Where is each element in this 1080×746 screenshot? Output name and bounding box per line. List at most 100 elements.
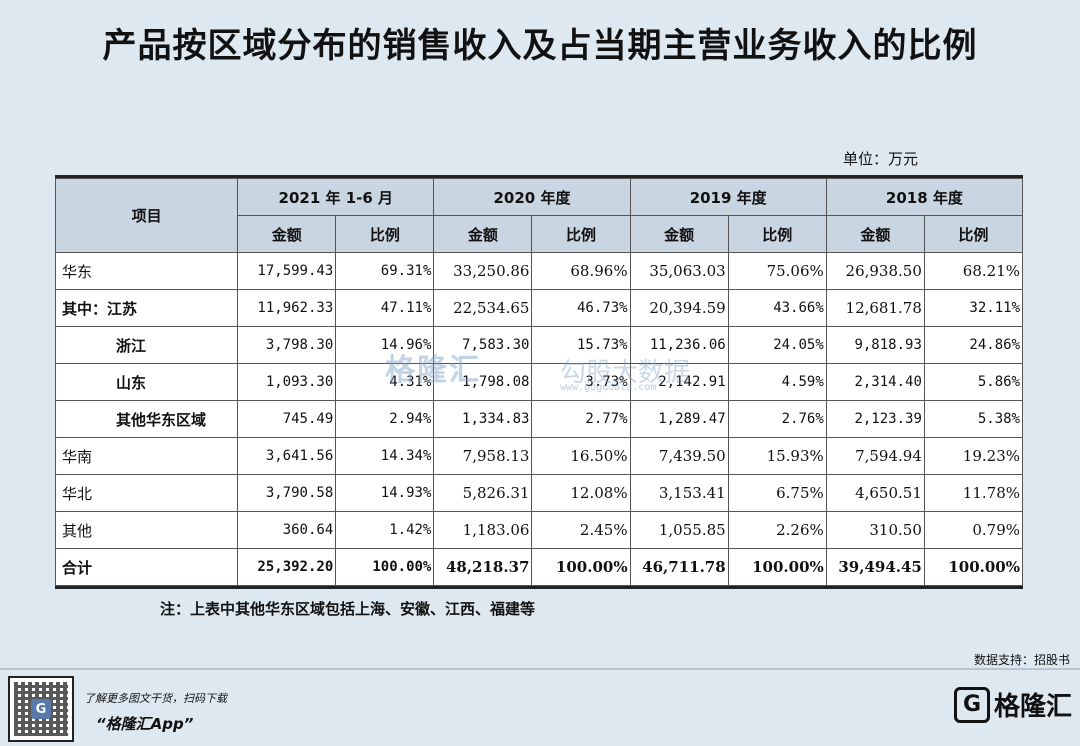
amount-cell: 48,218.37 xyxy=(433,548,533,586)
ratio-cell: 2.77% xyxy=(531,400,631,438)
ratio-cell: 69.31% xyxy=(335,252,435,290)
amount-cell: 25,392.20 xyxy=(237,548,337,586)
amount-cell: 46,711.78 xyxy=(629,548,729,586)
header-amount: 金额 xyxy=(825,215,925,253)
promo-text: 了解更多图文干货，扫码下载 xyxy=(84,692,227,705)
row-label: 华东 xyxy=(54,252,239,290)
ratio-cell: 2.94% xyxy=(335,400,435,438)
amount-cell: 1,334.83 xyxy=(433,400,533,438)
header-item: 项目 xyxy=(54,178,239,253)
brand-name: 格隆汇 xyxy=(993,692,1072,722)
amount-cell: 3,790.58 xyxy=(237,474,337,512)
ratio-cell: 11.78% xyxy=(923,474,1024,512)
amount-cell: 7,594.94 xyxy=(825,437,925,475)
row-label: 其中：江苏 xyxy=(54,289,239,327)
row-label: 合计 xyxy=(54,548,239,586)
amount-cell: 9,818.93 xyxy=(825,326,925,364)
table-row: 合计 25,392.20 100.00% 48,218.37 100.00% 46,711… xyxy=(54,548,1024,586)
ratio-cell: 4.59% xyxy=(727,363,827,401)
ratio-cell: 2.45% xyxy=(531,511,631,549)
footnote: 注：上表中其他华东区域包括上海、安徽、江西、福建等 xyxy=(160,600,536,618)
amount-cell: 1,183.06 xyxy=(433,511,533,549)
ratio-cell: 12.08% xyxy=(531,474,631,512)
ratio-cell: 3.73% xyxy=(531,363,631,401)
ratio-cell: 5.38% xyxy=(923,400,1024,438)
brand-logo: G 格隆汇 xyxy=(953,686,1072,723)
ratio-cell: 100.00% xyxy=(727,548,827,586)
amount-cell: 310.50 xyxy=(825,511,925,549)
ratio-cell: 68.96% xyxy=(531,252,631,290)
amount-cell: 1,055.85 xyxy=(629,511,729,549)
header-period: 2018 年度 xyxy=(825,178,1024,216)
qr-code[interactable]: G xyxy=(8,676,74,742)
ratio-cell: 47.11% xyxy=(335,289,435,327)
ratio-cell: 5.86% xyxy=(923,363,1024,401)
header-amount: 金额 xyxy=(629,215,729,253)
row-label: 其他华东区域 xyxy=(54,400,239,438)
amount-cell: 4,650.51 xyxy=(825,474,925,512)
ratio-cell: 19.23% xyxy=(923,437,1024,475)
amount-cell: 745.49 xyxy=(237,400,337,438)
amount-cell: 2,123.39 xyxy=(825,400,925,438)
header-ratio: 比例 xyxy=(923,215,1024,253)
header-period: 2021 年 1-6 月 xyxy=(237,178,435,216)
ratio-cell: 1.42% xyxy=(335,511,435,549)
ratio-cell: 4.31% xyxy=(335,363,435,401)
ratio-cell: 15.73% xyxy=(531,326,631,364)
ratio-cell: 24.05% xyxy=(727,326,827,364)
ratio-cell: 100.00% xyxy=(531,548,631,586)
ratio-cell: 43.66% xyxy=(727,289,827,327)
table-body: 华东 17,599.43 69.31% 33,250.86 68.96% 35,063.0… xyxy=(54,252,1024,586)
source-label: 数据支持：招股书 xyxy=(973,653,1070,667)
ratio-cell: 15.93% xyxy=(727,437,827,475)
page-title: 产品按区域分布的销售收入及占当期主营业务收入的比例 xyxy=(102,26,978,66)
ratio-cell: 14.96% xyxy=(335,326,435,364)
header-ratio: 比例 xyxy=(335,215,435,253)
qr-logo-icon: G xyxy=(31,699,51,719)
brand-g-icon: G xyxy=(953,686,990,723)
amount-cell: 12,681.78 xyxy=(825,289,925,327)
ratio-cell: 32.11% xyxy=(923,289,1024,327)
amount-cell: 26,938.50 xyxy=(825,252,925,290)
ratio-cell: 2.26% xyxy=(727,511,827,549)
amount-cell: 7,583.30 xyxy=(433,326,533,364)
amount-cell: 35,063.03 xyxy=(629,252,729,290)
ratio-cell: 100.00% xyxy=(335,548,435,586)
ratio-cell: 14.34% xyxy=(335,437,435,475)
table-row: 其中：江苏 11,962.33 47.11% 22,534.65 46.73% 20,39… xyxy=(54,289,1024,327)
amount-cell: 39,494.45 xyxy=(825,548,925,586)
qr-pattern: G xyxy=(14,682,68,736)
revenue-table: 项目 2021 年 1-6 月 2020 年度 2019 年度 2018 年度 … xyxy=(54,178,1024,586)
amount-cell: 5,826.31 xyxy=(433,474,533,512)
amount-cell: 7,958.13 xyxy=(433,437,533,475)
ratio-cell: 6.75% xyxy=(727,474,827,512)
amount-cell: 11,236.06 xyxy=(629,326,729,364)
amount-cell: 11,962.33 xyxy=(237,289,337,327)
header-period: 2019 年度 xyxy=(629,178,827,216)
amount-cell: 22,534.65 xyxy=(433,289,533,327)
amount-cell: 3,641.56 xyxy=(237,437,337,475)
header-amount: 金额 xyxy=(237,215,337,253)
amount-cell: 20,394.59 xyxy=(629,289,729,327)
amount-cell: 2,314.40 xyxy=(825,363,925,401)
header-ratio: 比例 xyxy=(727,215,827,253)
divider xyxy=(0,668,1080,670)
table-row: 其他华东区域 745.49 2.94% 1,334.83 2.77% 1,289.47 2.… xyxy=(54,400,1024,438)
table-row: 山东 1,093.30 4.31% 1,798.08 3.73% 2,142.91 4.59… xyxy=(54,363,1024,401)
table-row: 华东 17,599.43 69.31% 33,250.86 68.96% 35,063.0… xyxy=(54,252,1024,290)
header-amount: 金额 xyxy=(433,215,533,253)
amount-cell: 1,289.47 xyxy=(629,400,729,438)
row-label: 华南 xyxy=(54,437,239,475)
table-row: 华南 3,641.56 14.34% 7,958.13 16.50% 7,439.50 15… xyxy=(54,437,1024,475)
header-ratio: 比例 xyxy=(531,215,631,253)
row-label: 浙江 xyxy=(54,326,239,364)
ratio-cell: 2.76% xyxy=(727,400,827,438)
unit-label: 单位：万元 xyxy=(842,150,918,168)
ratio-cell: 100.00% xyxy=(923,548,1024,586)
ratio-cell: 16.50% xyxy=(531,437,631,475)
amount-cell: 1,093.30 xyxy=(237,363,337,401)
ratio-cell: 75.06% xyxy=(727,252,827,290)
revenue-table-wrapper: 项目 2021 年 1-6 月 2020 年度 2019 年度 2018 年度 … xyxy=(54,175,1024,589)
amount-cell: 1,798.08 xyxy=(433,363,533,401)
row-label: 山东 xyxy=(54,363,239,401)
